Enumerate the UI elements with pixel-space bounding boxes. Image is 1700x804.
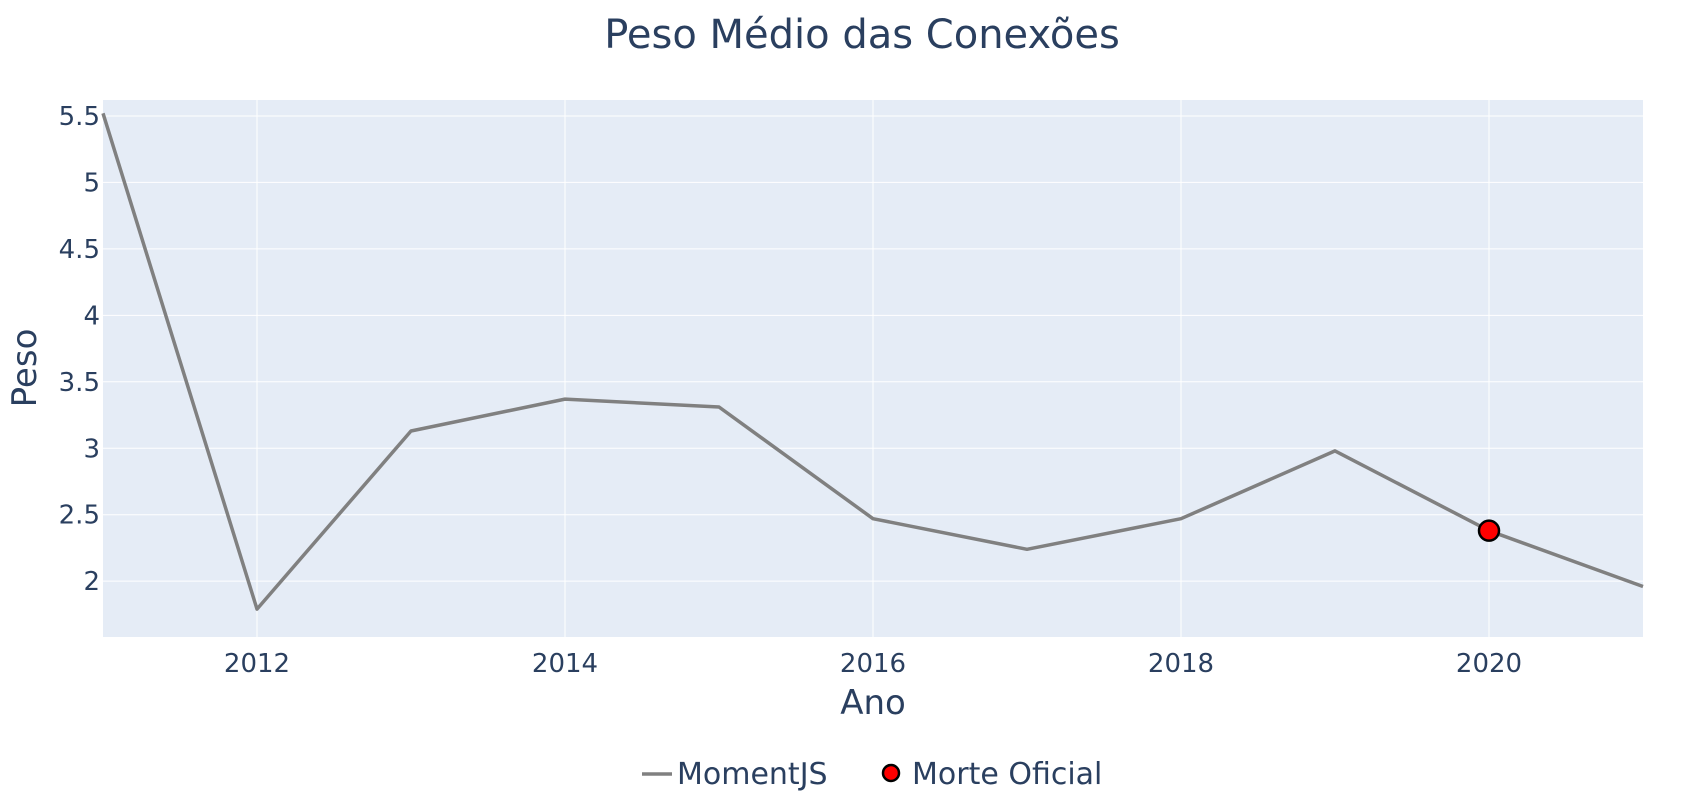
x-tick-label: 2016: [840, 649, 906, 679]
y-tick-label: 5.5: [59, 102, 100, 132]
x-tick-label: 2014: [532, 649, 598, 679]
y-tick-label: 2: [83, 567, 100, 597]
y-tick-label: 3: [83, 434, 100, 464]
marker-morte-oficial[interactable]: [1477, 519, 1501, 542]
y-tick-label: 4.5: [59, 235, 100, 265]
y-tick-label: 2.5: [59, 501, 100, 531]
x-gridlines: [256, 100, 1490, 637]
x-tick-label: 2018: [1148, 649, 1214, 679]
y-tick-label: 4: [83, 301, 100, 331]
x-tick-label: 2012: [224, 649, 290, 679]
legend-item-morte-oficial[interactable]: Morte Oficial: [881, 757, 1102, 792]
x-tick-labels: 2012 2014 2016 2018 2020: [224, 649, 1522, 679]
y-axis-title: Peso: [5, 329, 45, 408]
legend-label-momentjs: MomentJS: [677, 757, 828, 792]
series-line-momentjs: [101, 112, 1644, 611]
legend-marker-swatch: [881, 763, 901, 783]
x-tick-label: 2020: [1456, 649, 1522, 679]
y-gridlines: [103, 115, 1643, 582]
legend-item-momentjs[interactable]: MomentJS: [642, 757, 828, 792]
y-tick-labels: 2 2.5 3 3.5 4 4.5 5 5.5: [59, 102, 100, 597]
x-axis-title: Ano: [840, 683, 906, 723]
chart-title: Peso Médio das Conexões: [604, 12, 1120, 58]
series-layer: [101, 112, 1644, 611]
y-tick-label: 3.5: [59, 368, 100, 398]
legend[interactable]: MomentJS Morte Oficial: [642, 757, 1102, 792]
legend-label-morte-oficial: Morte Oficial: [912, 757, 1102, 792]
y-tick-label: 5: [83, 168, 100, 198]
